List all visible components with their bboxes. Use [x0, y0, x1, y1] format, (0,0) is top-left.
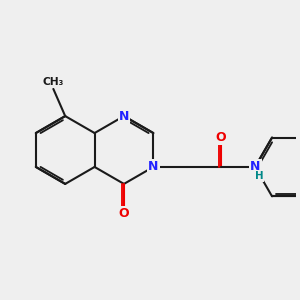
Text: H: H — [255, 172, 263, 182]
Text: N: N — [119, 110, 129, 123]
Text: O: O — [216, 130, 226, 144]
Text: O: O — [118, 207, 129, 220]
Text: N: N — [250, 160, 260, 173]
Text: N: N — [148, 160, 158, 173]
Text: CH₃: CH₃ — [43, 77, 64, 87]
